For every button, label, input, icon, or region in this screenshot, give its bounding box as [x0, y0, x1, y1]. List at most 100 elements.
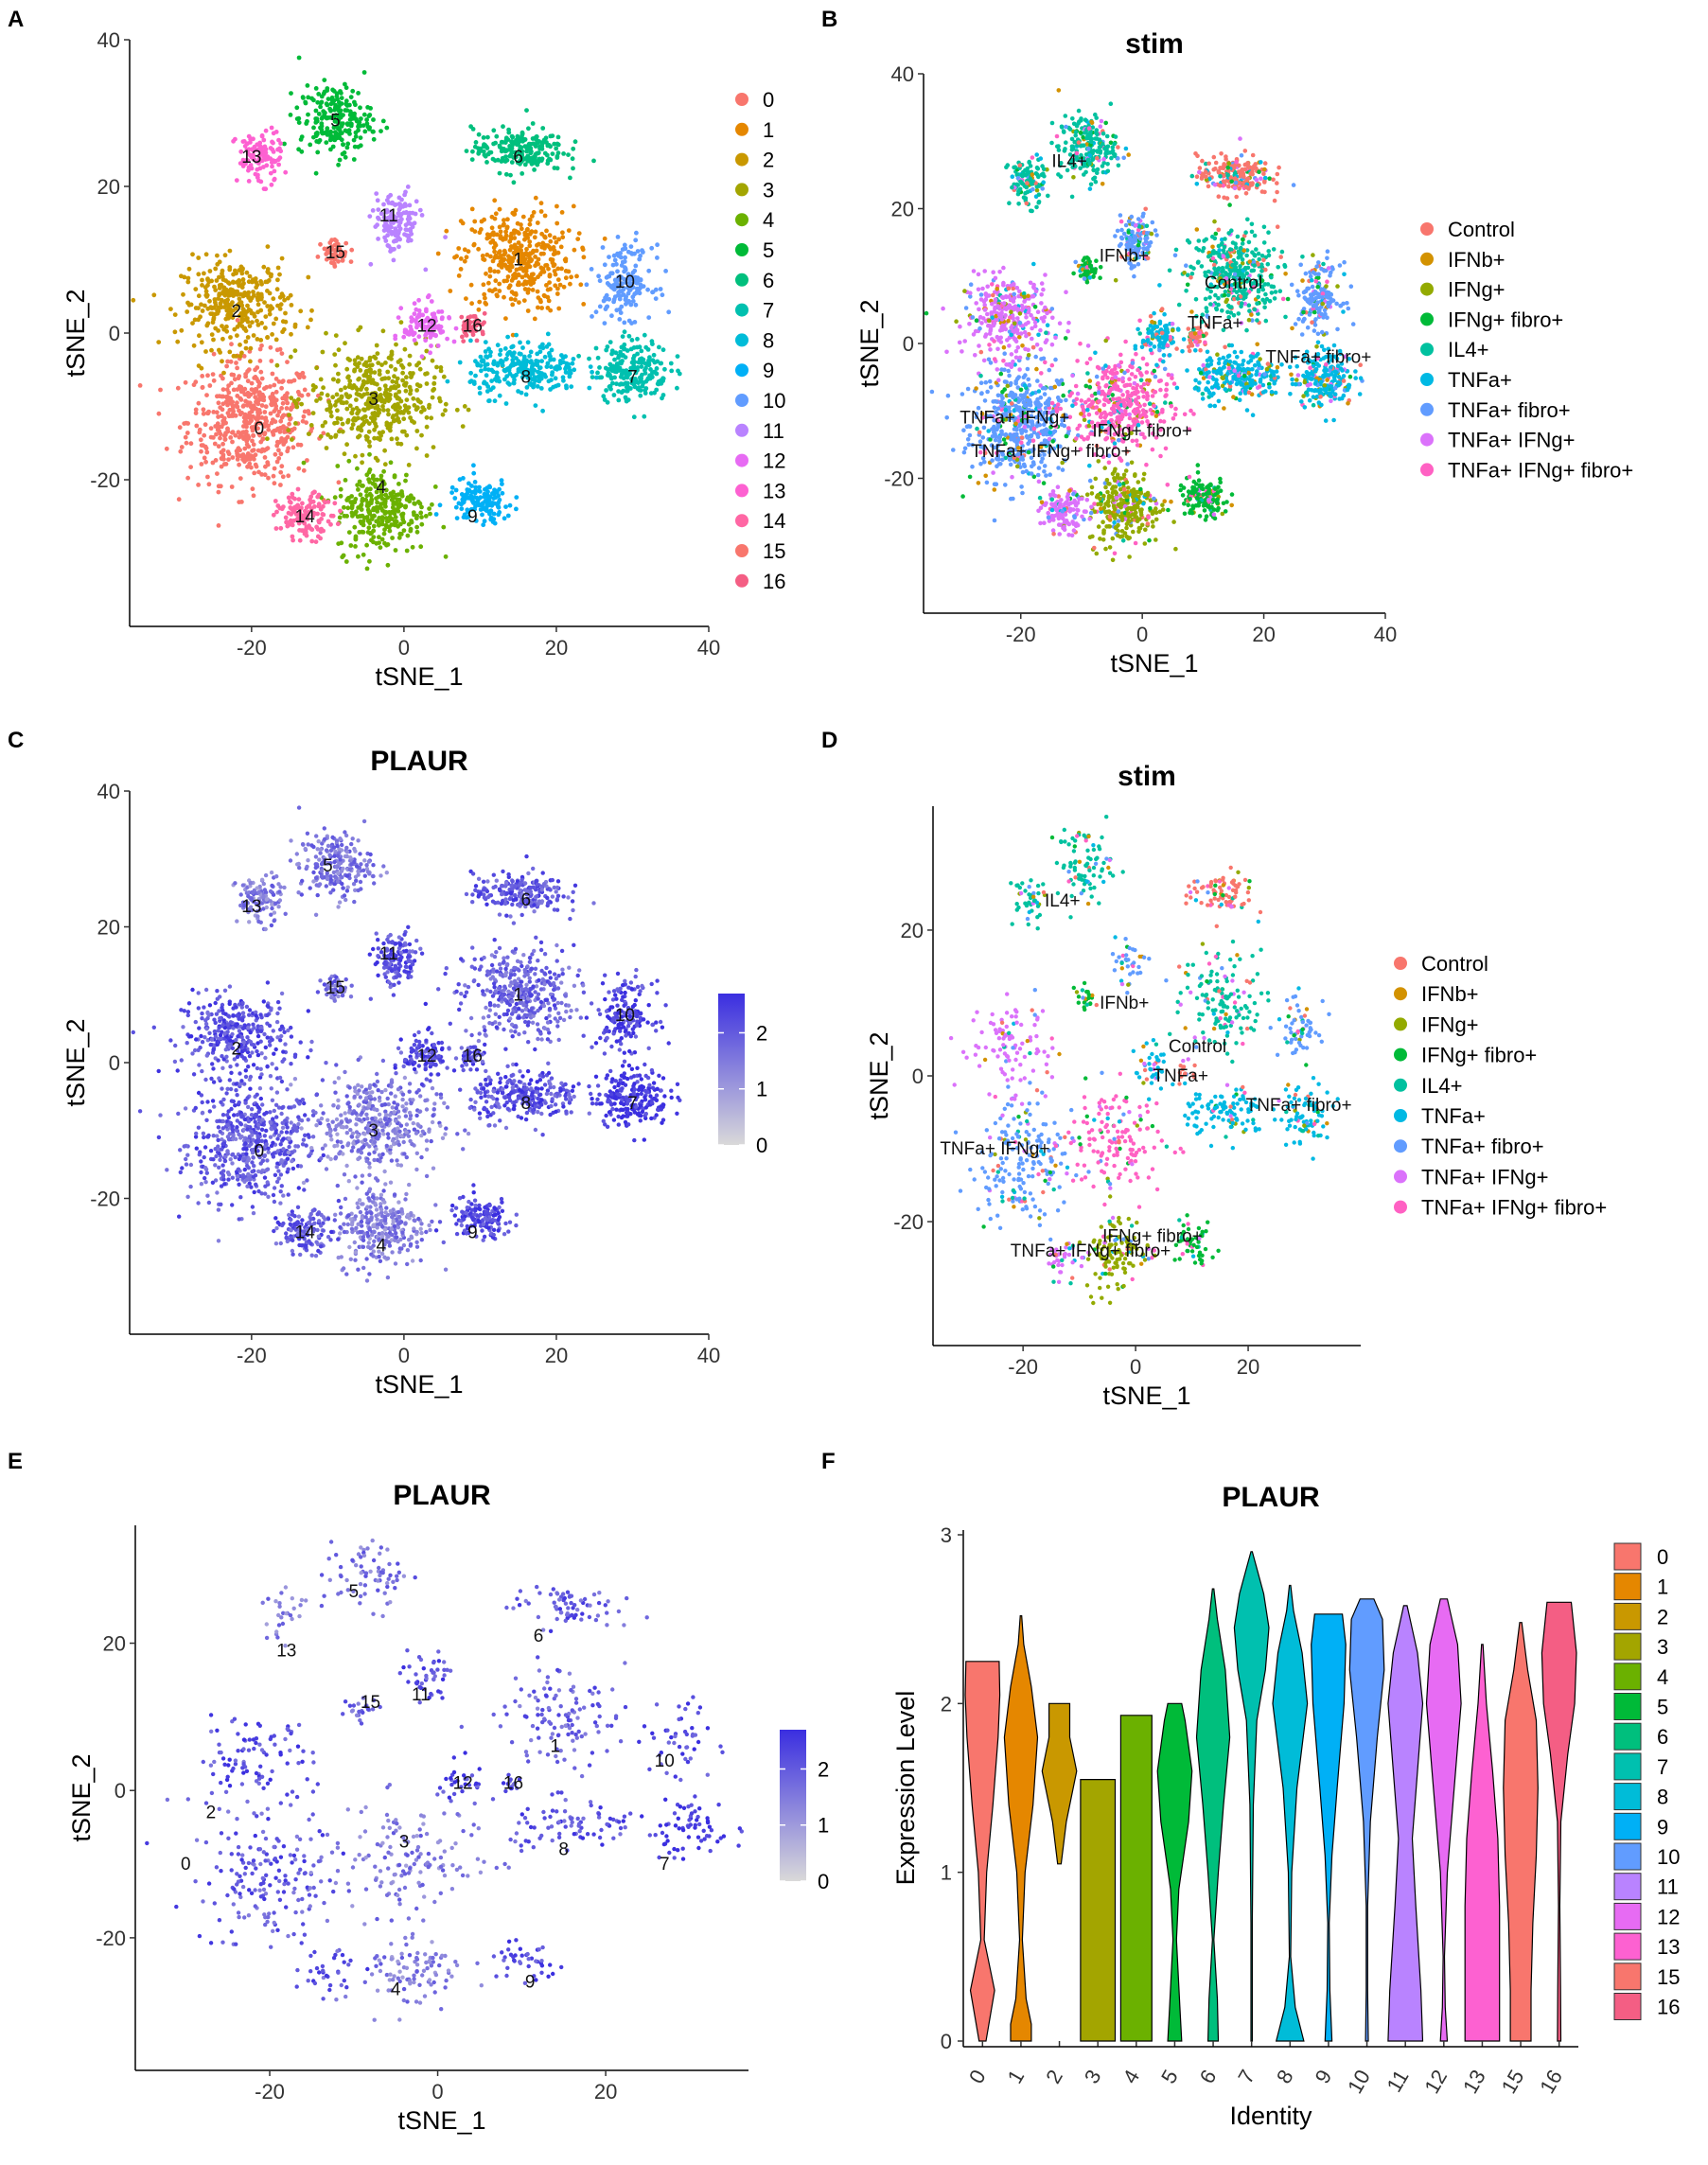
scatter-point [491, 141, 496, 147]
scatter-point [397, 503, 402, 509]
scatter-point [475, 362, 481, 368]
scatter-point [414, 199, 419, 204]
scatter-point [540, 408, 545, 414]
scatter-point [197, 427, 202, 432]
scatter-point [439, 316, 445, 322]
scatter-point [234, 271, 239, 276]
scatter-point [1015, 344, 1021, 350]
scatter-point [407, 384, 413, 390]
scatter-point [204, 449, 210, 455]
scatter-point [992, 357, 997, 361]
scatter-point [490, 501, 496, 505]
scatter-point [535, 351, 540, 357]
scatter-point [589, 267, 594, 272]
scatter-point [1024, 468, 1030, 474]
scatter-point [241, 308, 247, 314]
scatter-point [286, 446, 291, 451]
scatter-point [264, 419, 269, 424]
scatter-point [262, 472, 268, 478]
scatter-point [1025, 366, 1030, 372]
scatter-point [484, 501, 490, 505]
scatter-point [196, 293, 202, 299]
scatter-point [546, 342, 552, 347]
scatter-point [342, 504, 346, 510]
scatter-point [441, 374, 447, 379]
scatter-point [347, 122, 353, 127]
scatter-point [394, 238, 399, 243]
cluster-label: 4 [376, 478, 386, 498]
scatter-point [267, 311, 273, 317]
legend-label: 10 [763, 389, 785, 413]
scatter-point [623, 355, 628, 360]
scatter-point [988, 328, 993, 334]
scatter-point [177, 425, 183, 431]
scatter-point [1044, 330, 1048, 336]
scatter-point [973, 353, 977, 358]
scatter-point [284, 519, 290, 525]
scatter-point [552, 262, 557, 268]
scatter-point [343, 341, 347, 346]
scatter-point [350, 422, 356, 427]
scatter-point [492, 158, 498, 164]
scatter-point [242, 417, 248, 423]
scatter-point [367, 451, 372, 457]
scatter-point [508, 236, 514, 241]
scatter-point [1203, 296, 1208, 302]
scatter-point [458, 267, 464, 272]
scatter-point [216, 308, 221, 314]
scatter-point [400, 365, 406, 370]
scatter-point [273, 499, 278, 503]
scatter-point [1001, 265, 1006, 271]
scatter-point [408, 391, 413, 396]
scatter-point [419, 521, 425, 527]
scatter-point [246, 279, 252, 285]
scatter-point [351, 157, 357, 162]
scatter-point [522, 162, 528, 167]
scatter-point [279, 464, 285, 469]
scatter-point [552, 166, 557, 170]
scatter-point [1194, 227, 1200, 232]
scatter-point [247, 273, 253, 279]
cluster-label: 0 [255, 419, 265, 439]
scatter-point [229, 372, 235, 378]
scatter-point [407, 361, 413, 367]
scatter-point [962, 446, 968, 451]
scatter-point [400, 378, 405, 383]
scatter-point [185, 275, 191, 281]
scatter-point [530, 288, 536, 292]
scatter-point [662, 366, 667, 372]
scatter-point [568, 175, 572, 181]
scatter-point [390, 414, 396, 420]
scatter-point [1240, 257, 1245, 262]
scatter-point [1030, 391, 1035, 396]
scatter-point [239, 271, 245, 276]
scatter-point [625, 397, 631, 402]
scatter-point [268, 344, 273, 350]
scatter-point [255, 397, 261, 403]
scatter-point [469, 157, 475, 163]
scatter-point [481, 149, 486, 154]
scatter-point [491, 128, 497, 133]
scatter-point [1027, 382, 1032, 388]
scatter-point [547, 280, 552, 285]
scatter-point [361, 519, 366, 524]
scatter-point [992, 487, 997, 492]
scatter-point [1019, 484, 1024, 489]
scatter-point [225, 397, 231, 403]
scatter-point [372, 380, 378, 386]
scatter-point [390, 378, 396, 384]
scatter-point [286, 428, 291, 432]
scatter-point [1035, 396, 1040, 402]
scatter-point [209, 347, 214, 353]
scatter-point [471, 470, 477, 476]
scatter-point [278, 483, 283, 487]
scatter-point [338, 493, 343, 499]
scatter-point [477, 230, 483, 236]
scatter-point [345, 141, 351, 147]
scatter-point [427, 506, 431, 511]
scatter-point [994, 482, 999, 486]
scatter-point [985, 389, 990, 395]
scatter-point [634, 230, 639, 236]
scatter-point [273, 337, 279, 343]
scatter-point [1243, 230, 1248, 235]
